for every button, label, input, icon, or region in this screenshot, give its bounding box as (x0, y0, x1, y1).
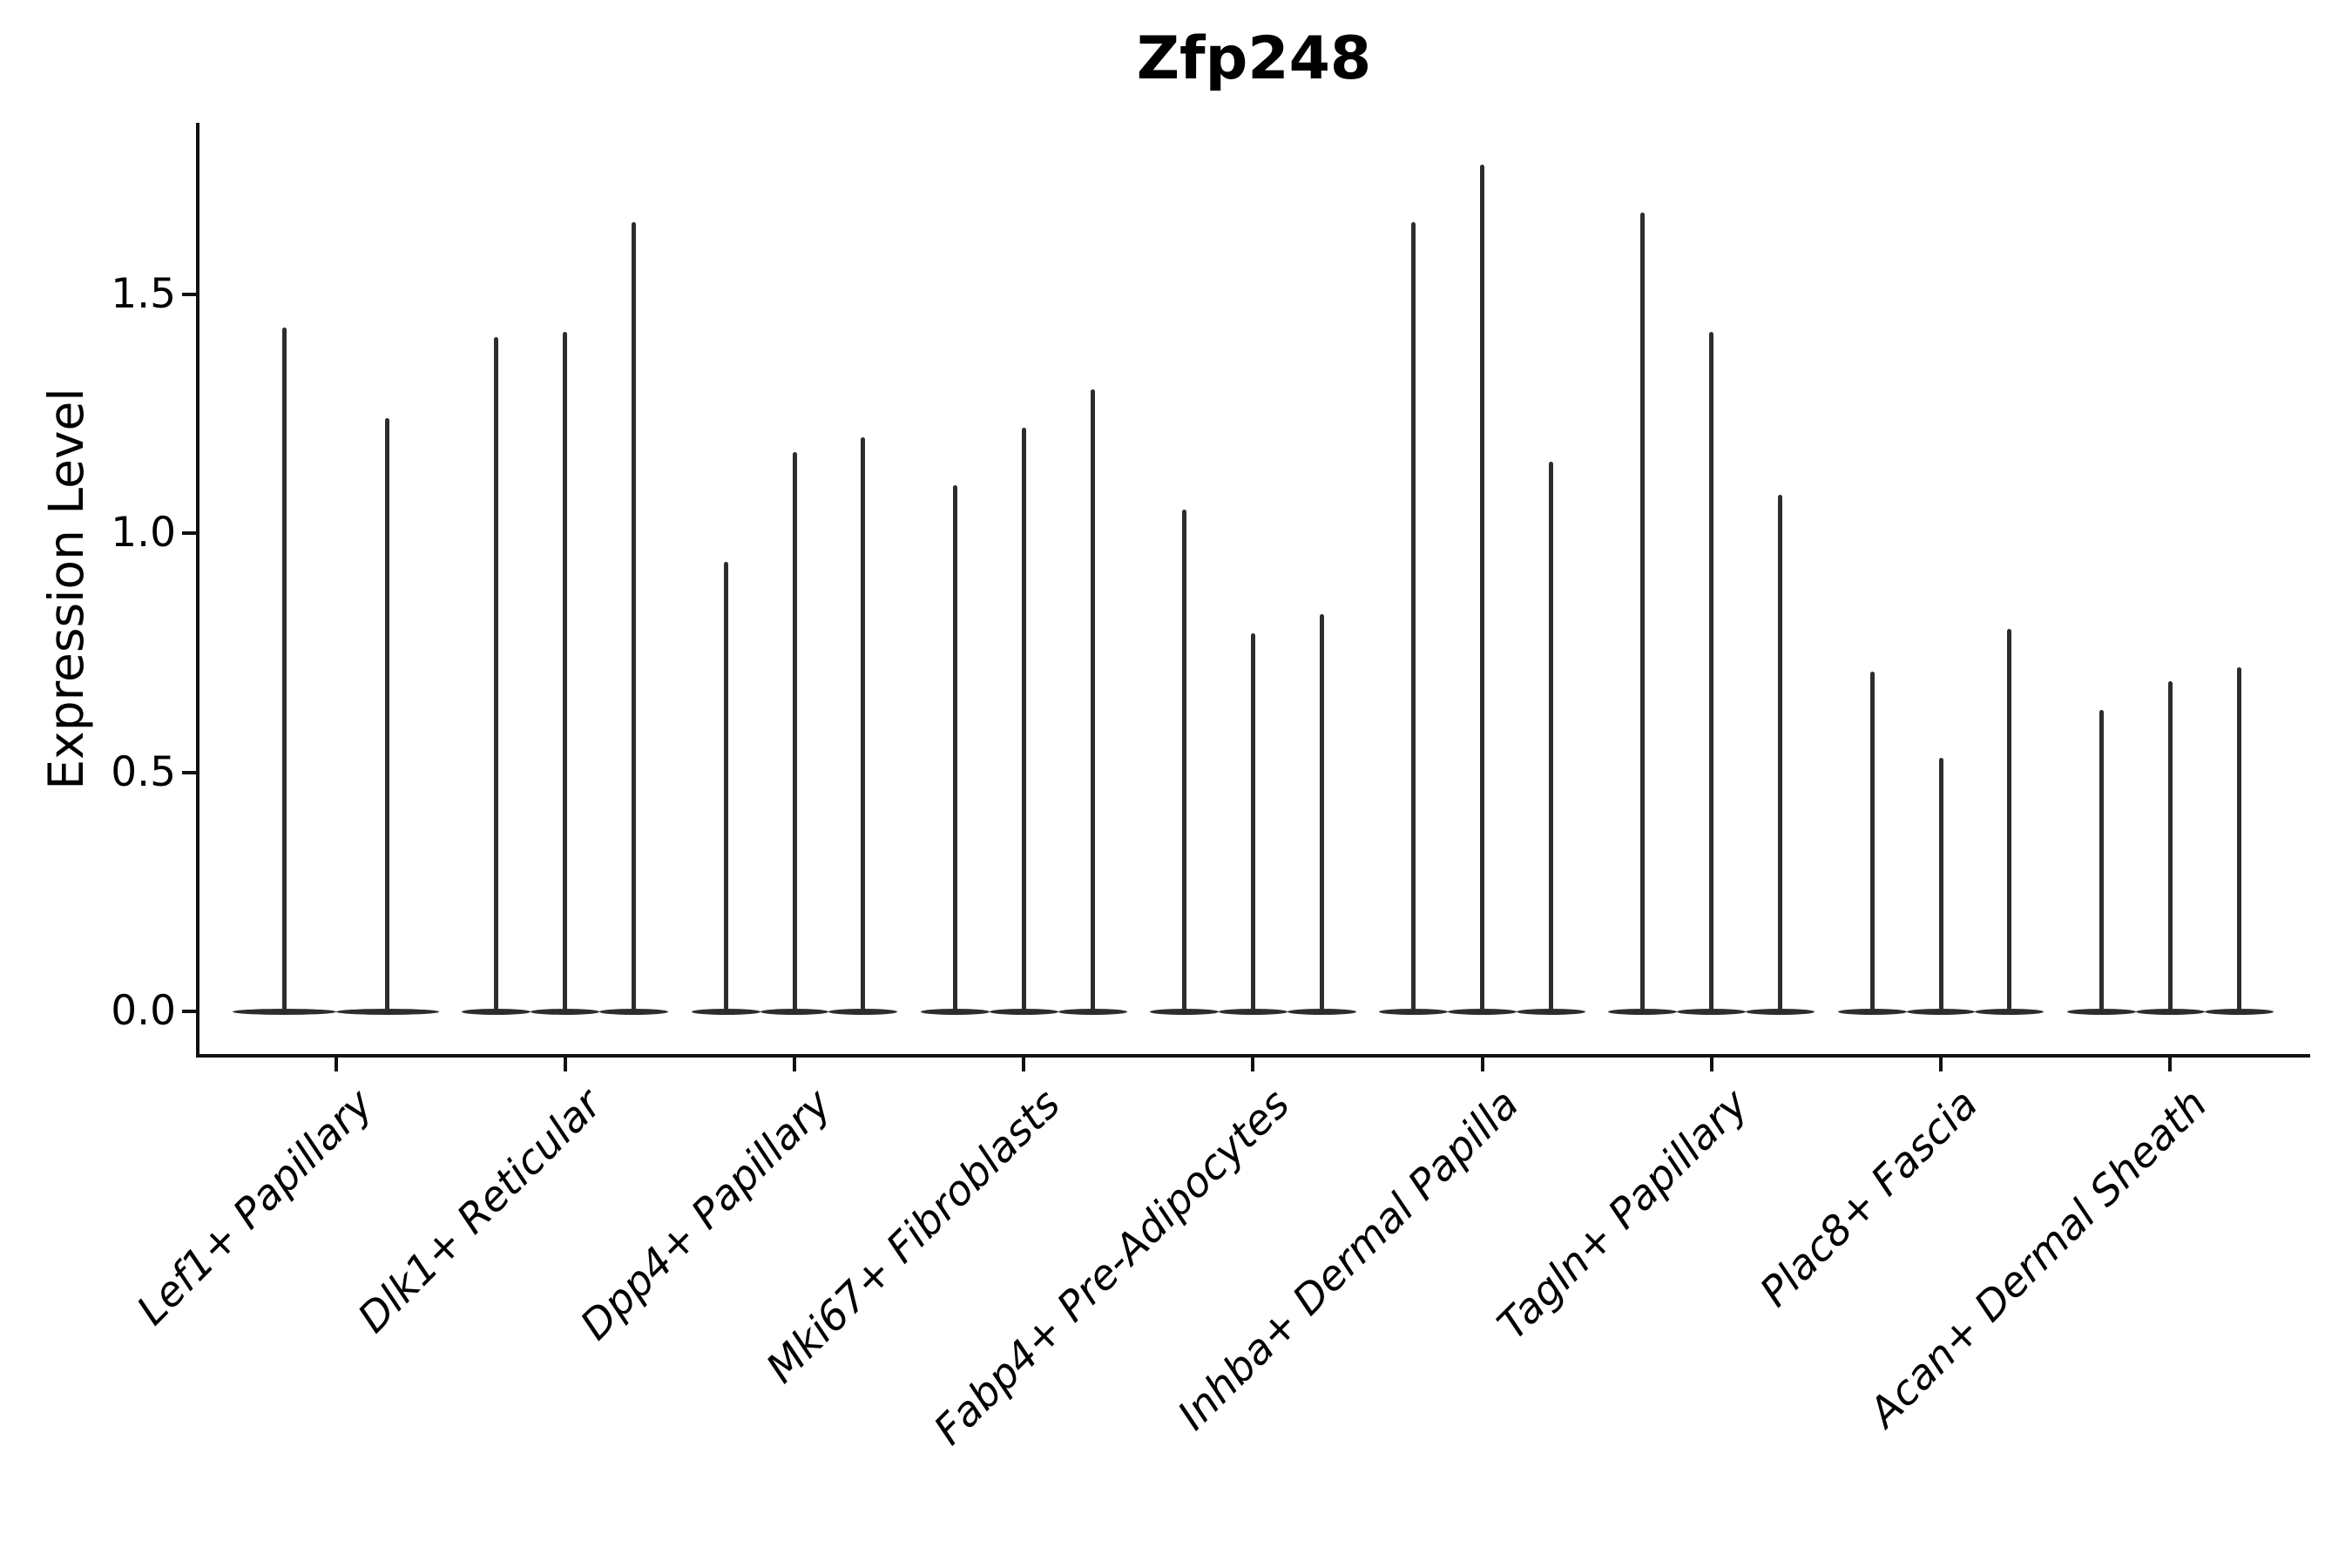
violin-base (233, 1008, 336, 1015)
violin-base (1837, 1008, 1907, 1015)
violin-spike (2236, 666, 2241, 1014)
x-tick-label: Lef1+ Papillary (127, 1080, 382, 1335)
x-axis-tick (1480, 1058, 1484, 1071)
violin-base (1975, 1008, 2044, 1015)
violin-spike (1549, 461, 1554, 1014)
violin-base (1218, 1008, 1288, 1015)
x-axis-tick (563, 1058, 567, 1071)
violin-base (2066, 1008, 2136, 1015)
plot-title: Zfp248 (1136, 24, 1372, 93)
violin-spike (1480, 165, 1485, 1014)
violin-base (760, 1008, 829, 1015)
x-axis-tick (1022, 1058, 1026, 1071)
violin-spike (723, 561, 728, 1014)
violin-spike (385, 418, 390, 1014)
violin-base (1448, 1008, 1517, 1015)
violin-spike (1090, 389, 1095, 1014)
violin-base (335, 1008, 440, 1015)
violin-spike (281, 327, 287, 1014)
y-tick-label: 0.0 (111, 987, 176, 1035)
violin-spike (2099, 710, 2104, 1014)
x-axis-tick (1251, 1058, 1255, 1071)
violin-spike (494, 336, 499, 1014)
violin-base (531, 1008, 600, 1015)
violin-spike (1250, 633, 1255, 1014)
violin-base (989, 1008, 1058, 1015)
violin-spike (1411, 222, 1416, 1014)
violin-spike (952, 485, 957, 1014)
x-tick-label: Dpp4+ Papillary (571, 1080, 841, 1350)
x-axis-tick (2168, 1058, 2173, 1071)
violin-spike (1709, 332, 1714, 1014)
y-axis-tick (182, 1010, 196, 1013)
violin-spike (1778, 495, 1783, 1014)
violin-spike (2167, 681, 2173, 1014)
x-axis-tick (1939, 1058, 1943, 1071)
violin-base (691, 1008, 760, 1015)
y-tick-label: 0.5 (111, 747, 176, 796)
violin-base (599, 1008, 669, 1015)
violin-base (1058, 1008, 1127, 1015)
violin-spike (2007, 628, 2012, 1014)
violin-spike (792, 451, 797, 1014)
violin-spike (1181, 509, 1186, 1014)
violin-spike (1640, 213, 1646, 1014)
violin-base (1906, 1008, 1976, 1015)
y-tick-label: 1.0 (111, 509, 176, 557)
violin-base (1517, 1008, 1586, 1015)
violin-base (1379, 1008, 1449, 1015)
x-axis-tick (334, 1058, 338, 1071)
violin-spike (861, 437, 866, 1014)
violin-base (920, 1008, 990, 1015)
x-tick-label: Plac8+ Fascia (1750, 1080, 1987, 1317)
violin-spike (563, 332, 568, 1014)
violin-base (462, 1008, 531, 1015)
y-tick-label: 1.5 (111, 269, 176, 318)
violin-spike (1938, 758, 1943, 1014)
violin-base (2204, 1008, 2274, 1015)
violin-spike (1319, 614, 1324, 1014)
y-axis-tick (182, 770, 196, 774)
violin-spike (1021, 428, 1026, 1014)
violin-base (1287, 1008, 1356, 1015)
y-axis-spine (196, 123, 199, 1057)
violin-base (1608, 1008, 1678, 1015)
x-axis-tick (1709, 1058, 1713, 1071)
y-axis-tick (182, 531, 196, 535)
violin-base (828, 1008, 898, 1015)
violin-base (1746, 1008, 1815, 1015)
y-axis-tick (182, 292, 196, 296)
violin-spike (632, 222, 637, 1014)
violin-base (2135, 1008, 2205, 1015)
x-axis-tick (793, 1058, 796, 1071)
x-tick-label: Dlk1+ Reticular (348, 1080, 612, 1342)
violin-spike (1869, 672, 1875, 1014)
violin-base (1149, 1008, 1219, 1015)
x-axis-spine (196, 1054, 2310, 1058)
violin-base (1677, 1008, 1747, 1015)
y-axis-label: Expression Level (38, 388, 94, 790)
x-tick-label: Tagln+ Papillary (1488, 1080, 1758, 1349)
